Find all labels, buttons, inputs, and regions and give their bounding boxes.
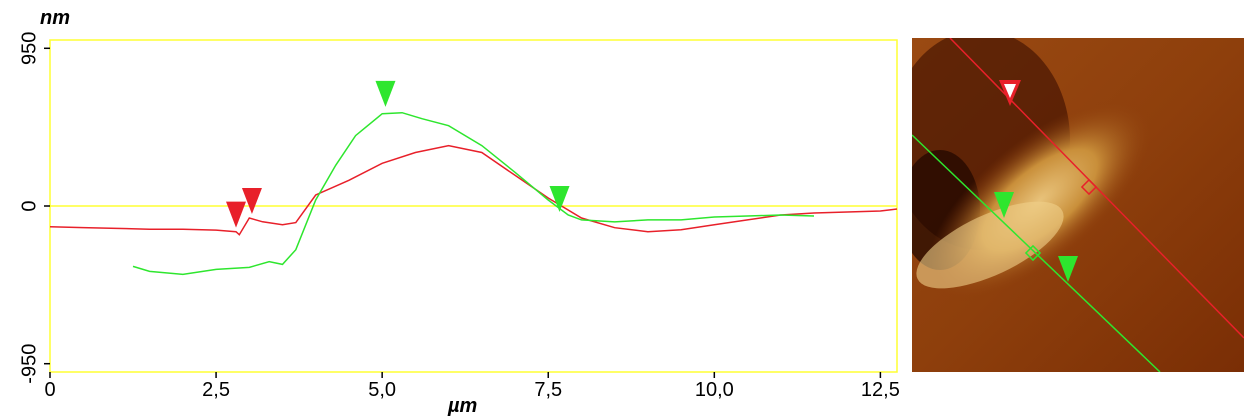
cursor-marker [549,185,570,212]
cursor-marker [226,201,247,228]
x-tick-label: 10,0 [695,379,734,401]
y-tick-label: -950 [18,344,40,384]
profile-line [132,111,815,276]
y-tick-label: 0 [18,200,40,211]
x-tick-label: 12,5 [861,379,900,401]
profile-line [49,144,898,236]
x-unit: µm [447,395,477,417]
y-tick-label: 950 [18,32,40,65]
afm-image [912,38,1244,372]
cursor-marker [375,80,396,107]
x-tick-label: 0 [44,379,55,401]
x-tick-label: 2,5 [202,379,230,401]
x-tick-label: 7,5 [534,379,562,401]
cursor-marker [241,187,262,214]
x-tick-label: 5,0 [368,379,396,401]
y-unit: nm [40,7,70,29]
